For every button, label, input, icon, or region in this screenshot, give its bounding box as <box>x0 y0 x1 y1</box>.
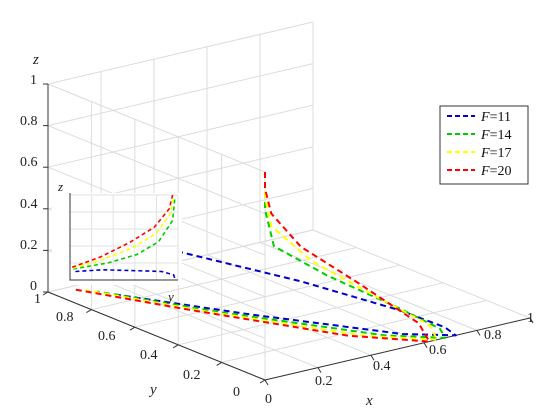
legend-entry: F=11 <box>447 110 511 125</box>
legend-box <box>439 105 529 185</box>
x-tick-label: 0.4 <box>373 359 391 374</box>
z-tick-label: 1 <box>30 73 37 88</box>
grid-line <box>134 264 400 328</box>
legend-entry: F=20 <box>447 164 511 179</box>
y-tick-label: 0.8 <box>56 310 74 325</box>
y-tick-mark <box>172 344 179 349</box>
x-axis-line <box>264 317 531 381</box>
inset-series-line-2 <box>73 199 176 270</box>
x-tick-label: 0.6 <box>429 343 447 358</box>
y-tick-mark <box>259 379 266 384</box>
z-tick-label: 0.4 <box>20 197 38 212</box>
legend-entry: F=17 <box>447 146 511 161</box>
inset-series-lines <box>71 194 176 279</box>
x-axis-label: x <box>365 393 373 409</box>
z-tick-label: 0 <box>30 279 37 294</box>
y-tick-mark <box>42 291 49 296</box>
inset-panel: z y <box>52 179 182 304</box>
series-line-1 <box>110 247 457 337</box>
y-tick-label: 0.4 <box>140 348 158 363</box>
grid-line <box>178 282 444 346</box>
z-tick-label: 0.2 <box>20 238 38 253</box>
grid-line <box>206 254 425 344</box>
y-tick-label: 0.2 <box>183 368 201 383</box>
y-axis-line <box>47 291 266 381</box>
grid-line <box>47 125 266 215</box>
grid-line <box>100 279 319 369</box>
inset-z-label: z <box>57 179 63 194</box>
svg-text:F=20: F=20 <box>480 164 511 179</box>
svg-text:F=17: F=17 <box>480 146 511 161</box>
svg-text:F=14: F=14 <box>480 128 511 143</box>
x-tick-mark <box>476 330 481 336</box>
z-axis-label: z <box>32 52 39 68</box>
grid-line <box>47 104 314 168</box>
grid-line <box>47 83 266 173</box>
x-tick-label: 0.8 <box>484 328 502 343</box>
z-tick-label: 0.6 <box>20 155 38 170</box>
inset-series-line-4 <box>71 194 174 269</box>
legend: F=11 F=14 F=17 F=20 <box>439 105 529 185</box>
x-tick-mark <box>370 354 375 361</box>
inset-y-label: y <box>166 289 174 304</box>
y-axis-ticks: 0 0.2 0.4 0.6 0.8 1 <box>34 292 240 400</box>
x-tick-label: 1 <box>527 311 534 326</box>
y-tick-mark <box>216 361 222 366</box>
x-tick-mark <box>423 342 428 349</box>
legend-entry: F=14 <box>447 128 511 143</box>
series-lines <box>75 172 457 343</box>
grid-line <box>47 21 314 85</box>
series-line-4 <box>75 172 431 343</box>
grid-line <box>47 63 314 127</box>
series-line-3 <box>85 172 439 341</box>
series-line-2 <box>96 172 447 339</box>
z-axis-ticks: 0 0.2 0.4 0.6 0.8 1 <box>20 73 38 294</box>
grid-line <box>259 241 478 331</box>
y-tick-label: 0.6 <box>98 329 116 344</box>
x-tick-label: 0.2 <box>315 374 333 389</box>
inset-axes <box>69 193 178 281</box>
x-tick-mark <box>529 317 534 324</box>
x-tick-mark <box>264 379 269 386</box>
grid-line <box>312 229 531 319</box>
y-tick-mark <box>86 309 92 314</box>
axis-lines <box>42 83 534 386</box>
inset-series-line-1 <box>75 268 176 279</box>
y-tick-label: 1 <box>34 292 41 307</box>
x-axis-ticks: 0 0.2 0.4 0.6 0.8 1 <box>265 311 534 407</box>
y-axis-label: y <box>148 382 157 398</box>
svg-text:F=11: F=11 <box>480 110 511 125</box>
y-tick-label: 0 <box>233 385 240 400</box>
z-tick-label: 0.8 <box>20 114 38 129</box>
x-tick-label: 0 <box>265 392 272 407</box>
grid-line <box>153 266 372 356</box>
x-tick-mark <box>317 367 322 373</box>
y-tick-mark <box>129 326 136 331</box>
